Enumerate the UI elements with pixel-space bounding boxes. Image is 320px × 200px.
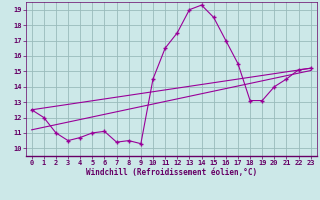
X-axis label: Windchill (Refroidissement éolien,°C): Windchill (Refroidissement éolien,°C)	[86, 168, 257, 177]
